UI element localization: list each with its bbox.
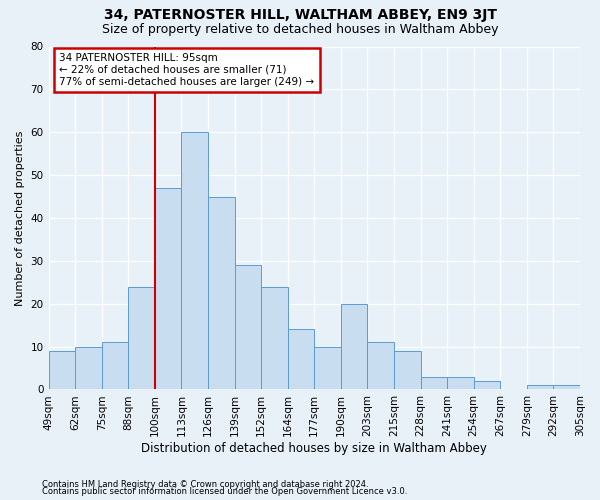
Text: Contains public sector information licensed under the Open Government Licence v3: Contains public sector information licen…: [42, 488, 407, 496]
Bar: [341, 304, 367, 390]
Bar: [474, 381, 500, 390]
Bar: [49, 351, 75, 390]
Bar: [421, 376, 447, 390]
Text: 34, PATERNOSTER HILL, WALTHAM ABBEY, EN9 3JT: 34, PATERNOSTER HILL, WALTHAM ABBEY, EN9…: [104, 8, 497, 22]
Text: Size of property relative to detached houses in Waltham Abbey: Size of property relative to detached ho…: [102, 22, 498, 36]
Bar: [208, 196, 235, 390]
Bar: [155, 188, 181, 390]
Bar: [101, 342, 128, 390]
Bar: [394, 351, 421, 390]
Bar: [287, 330, 314, 390]
Bar: [314, 346, 341, 390]
Bar: [235, 265, 261, 390]
Text: 34 PATERNOSTER HILL: 95sqm
← 22% of detached houses are smaller (71)
77% of semi: 34 PATERNOSTER HILL: 95sqm ← 22% of deta…: [59, 54, 314, 86]
X-axis label: Distribution of detached houses by size in Waltham Abbey: Distribution of detached houses by size …: [142, 442, 487, 455]
Bar: [128, 286, 155, 390]
Bar: [367, 342, 394, 390]
Text: Contains HM Land Registry data © Crown copyright and database right 2024.: Contains HM Land Registry data © Crown c…: [42, 480, 368, 489]
Bar: [181, 132, 208, 390]
Y-axis label: Number of detached properties: Number of detached properties: [15, 130, 25, 306]
Bar: [527, 385, 553, 390]
Bar: [261, 286, 287, 390]
Bar: [75, 346, 101, 390]
Bar: [553, 385, 580, 390]
Bar: [447, 376, 474, 390]
